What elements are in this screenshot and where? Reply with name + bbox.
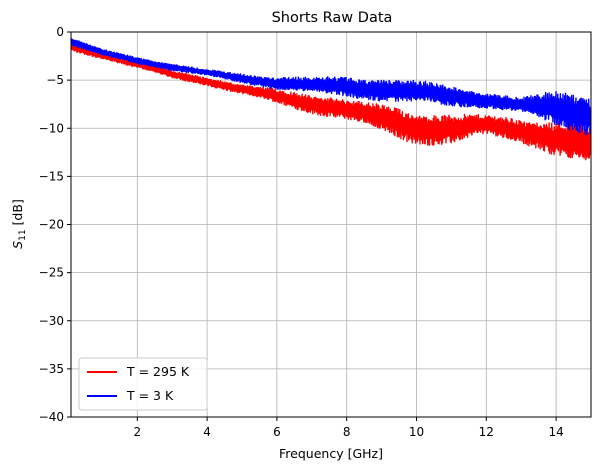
series-layer (71, 38, 591, 161)
x-tick-label: 12 (479, 425, 494, 439)
legend: T = 295 K T = 3 K (78, 357, 208, 411)
x-tick-label: 14 (548, 425, 563, 439)
x-tick-label: 8 (343, 425, 351, 439)
y-axis-label-unit: [dB] (10, 199, 25, 229)
y-tick-label: 0 (56, 25, 64, 39)
y-tick-label: −15 (39, 169, 64, 183)
legend-label-t3k: T = 3 K (126, 388, 174, 403)
y-tick-label: −25 (39, 266, 64, 280)
x-axis-label: Frequency [GHz] (279, 446, 383, 461)
y-axis-label: S11 [dB] (10, 199, 28, 249)
x-tick-label: 6 (273, 425, 281, 439)
chart-title: Shorts Raw Data (272, 10, 393, 26)
y-tick-label: −5 (46, 73, 64, 87)
y-tick-label: −30 (39, 314, 64, 328)
y-tick-label: −40 (39, 410, 64, 424)
y-axis-label-sub: 11 (18, 229, 28, 240)
x-tick-label: 4 (203, 425, 211, 439)
y-tick-label: −20 (39, 218, 64, 232)
y-axis-label-main: S (10, 241, 25, 249)
x-tick-label: 2 (133, 425, 141, 439)
series-line-t3k (71, 38, 591, 136)
x-tick-label: 10 (409, 425, 424, 439)
axis-ticks: 2 4 6 8 10 12 14 0 −5 −10 −15 −20 −25 −30 −35 −40 (39, 25, 564, 439)
legend-label-t295k: T = 295 K (126, 364, 190, 379)
y-tick-label: −10 (39, 121, 64, 135)
y-tick-label: −35 (39, 362, 64, 376)
